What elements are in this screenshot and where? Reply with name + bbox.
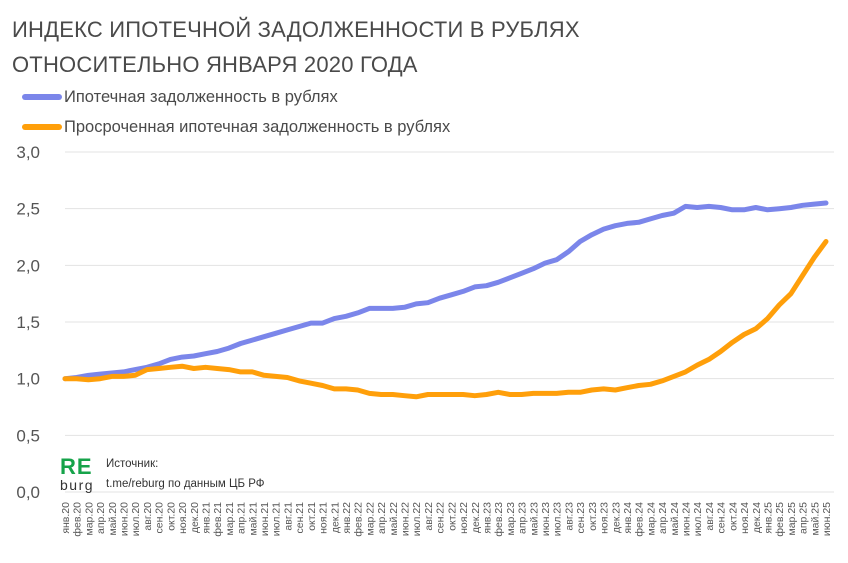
chart-title-line2: ОТНОСИТЕЛЬНО ЯНВАРЯ 2020 ГОДА [12, 52, 418, 77]
x-tick-label: янв.21 [200, 502, 212, 534]
x-tick-label: окт.24 [727, 502, 739, 531]
gridlines [65, 151, 834, 493]
x-tick-label: ноя.22 [458, 502, 470, 534]
x-tick-label: авг.24 [704, 502, 716, 531]
x-tick-label: июн.20 [119, 502, 131, 536]
x-tick-label: июл.22 [411, 502, 423, 536]
x-tick-label: июл.20 [130, 502, 142, 536]
x-tick-label: янв.25 [762, 502, 774, 534]
y-tick-label: 0,0 [16, 483, 40, 502]
y-tick-label: 1,5 [16, 313, 40, 332]
x-tick-label: июл.24 [692, 502, 704, 536]
y-tick-label: 0,5 [16, 426, 40, 445]
x-tick-label: фев.25 [774, 502, 786, 537]
x-tick-label: дек.23 [610, 502, 622, 533]
y-tick-label: 1,0 [16, 370, 40, 389]
x-tick-label: июл.23 [552, 502, 564, 536]
x-tick-label: апр.25 [798, 502, 810, 534]
reburg-logo: RE burg [60, 454, 95, 493]
x-tick-label: июн.25 [821, 502, 833, 536]
x-tick-label: мар.21 [224, 502, 236, 536]
x-tick-label: май.23 [528, 502, 540, 536]
x-tick-label: апр.22 [376, 502, 388, 534]
x-tick-label: июн.23 [540, 502, 552, 536]
legend-label-mortgage-debt: Ипотечная задолженность в рублях [64, 87, 338, 106]
x-tick-label: май.20 [107, 502, 119, 536]
y-tick-label: 3,0 [16, 143, 40, 162]
x-tick-label: окт.23 [587, 502, 599, 531]
x-tick-label: фев.23 [493, 502, 505, 537]
logo-burg-text: burg [60, 477, 95, 493]
x-tick-label: ноя.20 [177, 502, 189, 534]
chart-title-line1: ИНДЕКС ИПОТЕЧНОЙ ЗАДОЛЖЕННОСТИ В РУБЛЯХ [12, 17, 580, 42]
y-tick-label: 2,5 [16, 200, 40, 219]
x-tick-label: апр.20 [95, 502, 107, 534]
x-tick-label: май.24 [669, 502, 681, 536]
x-tick-label: дек.20 [189, 502, 201, 533]
x-tick-label: сен.22 [435, 502, 447, 534]
x-tick-label: мар.25 [786, 502, 798, 536]
x-tick-label: авг.21 [282, 502, 294, 531]
series-lines [62, 200, 829, 400]
x-tick-label: апр.23 [517, 502, 529, 534]
x-tick-label: янв.22 [341, 502, 353, 534]
x-tick-label: авг.23 [563, 502, 575, 531]
x-tick-label: янв.23 [481, 502, 493, 534]
series-line-mortgage-debt [62, 200, 829, 382]
x-tick-label: окт.21 [306, 502, 318, 531]
x-tick-label: сен.24 [716, 502, 728, 534]
x-tick-label: сен.20 [154, 502, 166, 534]
legend-item-overdue-debt: Просроченная ипотечная задолженность в р… [22, 117, 450, 137]
x-tick-label: мар.22 [364, 502, 376, 536]
x-tick-label: май.25 [809, 502, 821, 536]
x-tick-label: авг.20 [142, 502, 154, 531]
x-tick-label: сен.21 [294, 502, 306, 534]
legend-item-mortgage-debt: Ипотечная задолженность в рублях [22, 87, 338, 107]
x-tick-label: дек.21 [329, 502, 341, 533]
x-tick-label: дек.22 [470, 502, 482, 533]
x-tick-label: апр.24 [657, 502, 669, 534]
x-tick-label: сен.23 [575, 502, 587, 534]
x-tick-label: ноя.23 [599, 502, 611, 534]
x-tick-label: июн.21 [259, 502, 271, 536]
legend-label-overdue-debt: Просроченная ипотечная задолженность в р… [64, 117, 451, 136]
x-tick-label: мар.20 [83, 502, 95, 536]
x-tick-label: окт.22 [446, 502, 458, 531]
source-label: Источник: [106, 458, 159, 470]
legend-swatch-overdue-debt [22, 124, 62, 130]
y-tick-label: 2,0 [16, 256, 40, 275]
x-tick-label: фев.24 [634, 502, 646, 537]
x-tick-label: май.22 [388, 502, 400, 536]
x-tick-label: фев.22 [353, 502, 365, 537]
x-tick-label: авг.22 [423, 502, 435, 531]
logo-re-text: RE [60, 454, 93, 479]
x-tick-label: июн.24 [681, 502, 693, 536]
x-tick-label: мар.24 [645, 502, 657, 536]
legend-swatch-mortgage-debt [22, 94, 62, 100]
x-tick-label: янв.20 [60, 502, 72, 534]
x-tick-label: фев.20 [72, 502, 84, 537]
x-tick-label: мар.23 [505, 502, 517, 536]
x-tick-label: июл.21 [271, 502, 283, 536]
x-tick-label: апр.21 [236, 502, 248, 534]
x-tick-label: фев.21 [212, 502, 224, 537]
x-tick-label: ноя.21 [318, 502, 330, 534]
source-text: t.me/reburg по данным ЦБ РФ [106, 478, 265, 490]
y-axis-tick-labels: 0,0 0,5 1,0 1,5 2,0 2,5 3,0 [16, 143, 40, 502]
x-tick-label: окт.20 [165, 502, 177, 531]
series-line-overdue-debt [62, 239, 829, 400]
x-tick-label: ноя.24 [739, 502, 751, 534]
x-tick-label: дек.24 [751, 502, 763, 533]
x-tick-label: янв.24 [622, 502, 634, 534]
x-axis-tick-labels: янв.20 фев.20 мар.20 апр.20 май.20 июн.20 июл.… [60, 502, 833, 537]
x-tick-label: июн.22 [400, 502, 412, 536]
x-tick-label: май.21 [247, 502, 259, 536]
